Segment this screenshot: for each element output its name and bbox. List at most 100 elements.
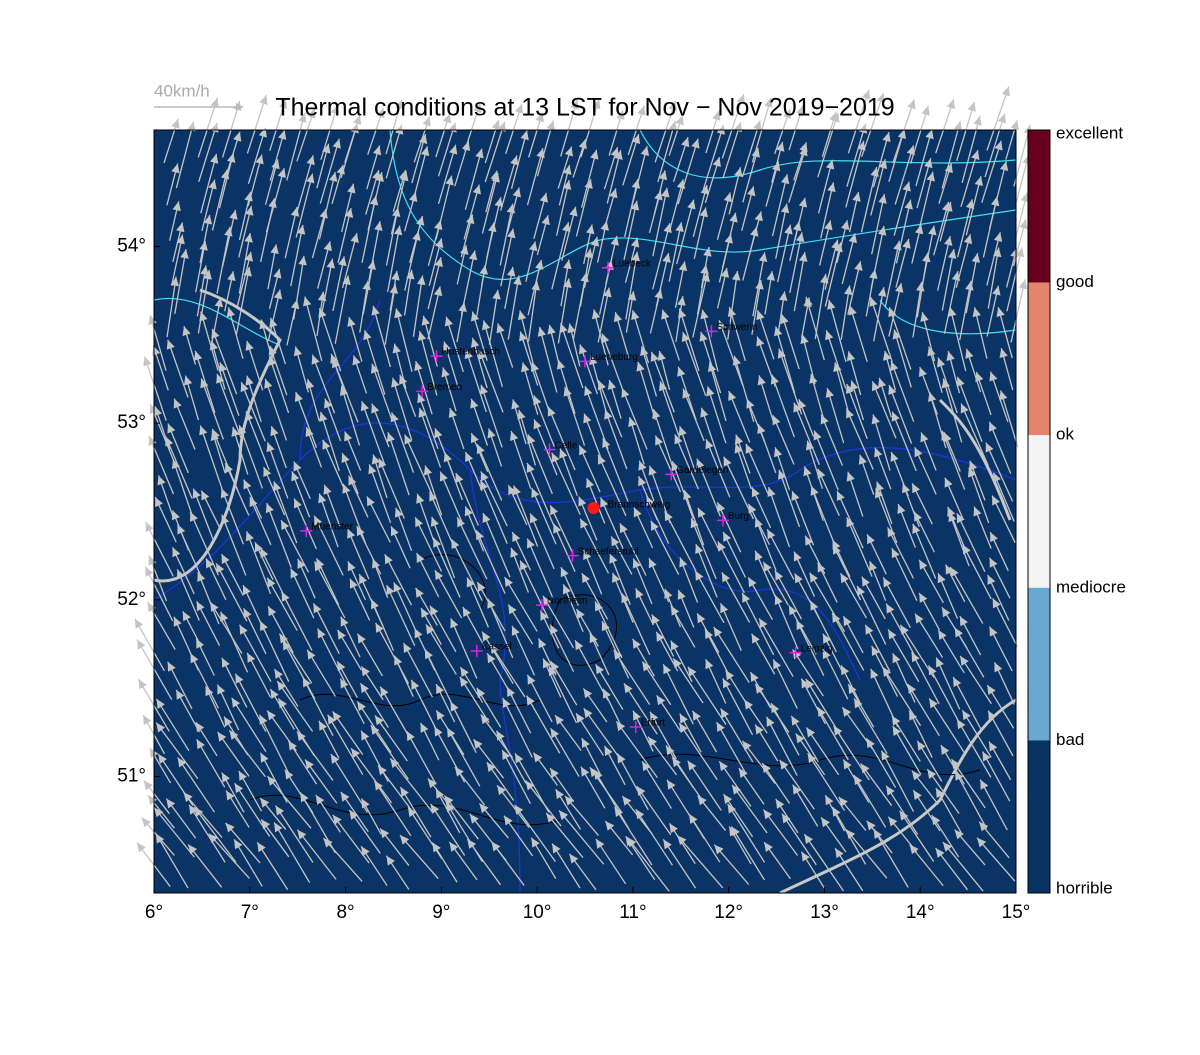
- wind-arrow-head: [154, 807, 164, 818]
- wind-arrow: [149, 314, 167, 371]
- wind-arrow: [427, 286, 441, 340]
- terrain-contour: [249, 554, 981, 826]
- wind-arrow: [820, 182, 835, 239]
- wind-arrow-head: [350, 123, 359, 134]
- wind-arrow-head: [260, 547, 269, 558]
- wind-arrow: [183, 791, 223, 838]
- wind-arrow-head: [663, 223, 672, 233]
- wind-arrow: [982, 196, 998, 258]
- wind-arrow-head: [697, 613, 706, 624]
- wind-arrow-head: [601, 333, 610, 344]
- wind-arrow-head: [669, 823, 678, 834]
- wind-arrow-head: [732, 784, 741, 795]
- wind-arrow-head: [134, 618, 144, 629]
- wind-arrow-head: [473, 102, 482, 113]
- wind-arrow: [774, 570, 803, 620]
- wind-arrow-head: [750, 672, 759, 682]
- wind-arrow-head: [155, 497, 163, 508]
- wind-arrow: [817, 159, 833, 214]
- wind-arrow: [402, 642, 433, 698]
- wind-arrow-head: [517, 409, 526, 420]
- wind-arrow: [853, 698, 888, 755]
- wind-arrow: [942, 841, 984, 892]
- wind-arrow-head: [559, 810, 569, 821]
- wind-arrow-head: [681, 137, 690, 148]
- wind-arrow-head: [767, 487, 776, 498]
- wind-arrow-head: [460, 245, 469, 255]
- wind-arrow: [619, 523, 647, 576]
- wind-arrow: [172, 459, 193, 516]
- wind-arrow-head: [260, 752, 269, 763]
- wind-arrow-head: [221, 514, 230, 525]
- wind-arrow-head: [449, 144, 458, 155]
- wind-arrow: [215, 562, 248, 622]
- wind-arrow-head: [188, 844, 198, 855]
- wind-arrow: [716, 721, 747, 775]
- wind-arrow-head: [465, 451, 473, 462]
- wind-arrow-head: [873, 829, 883, 840]
- wind-arrow-head: [866, 820, 876, 831]
- wind-arrow-head: [478, 349, 487, 360]
- wind-arrow-head: [340, 616, 349, 627]
- wind-arrow-head: [877, 287, 887, 297]
- wind-arrow-head: [470, 398, 479, 409]
- wind-arrow: [368, 464, 392, 524]
- wind-arrow-head: [648, 736, 657, 747]
- wind-arrow-head: [486, 762, 496, 773]
- wind-arrow-head: [589, 633, 598, 644]
- wind-arrow-head: [736, 94, 746, 105]
- wind-arrow-head: [897, 504, 906, 515]
- wind-arrow: [538, 326, 558, 393]
- wind-arrow-head: [621, 593, 630, 604]
- wind-arrow-head: [946, 99, 955, 110]
- wind-arrow-head: [700, 407, 709, 418]
- wind-arrow: [778, 469, 801, 528]
- wind-arrow-head: [1010, 120, 1019, 131]
- wind-arrow: [533, 395, 555, 448]
- wind-arrow-head: [238, 770, 247, 781]
- wind-arrow-head: [965, 280, 974, 291]
- wind-arrow-head: [511, 399, 520, 410]
- wind-arrow: [519, 331, 539, 386]
- wind-arrow: [235, 266, 251, 336]
- wind-arrow-head: [460, 667, 469, 677]
- wind-arrow: [687, 666, 727, 726]
- wind-arrow: [482, 512, 511, 578]
- borders: [153, 299, 1017, 894]
- wind-arrow: [623, 683, 658, 735]
- wind-arrow-head: [416, 493, 425, 504]
- wind-arrow-head: [817, 707, 826, 718]
- wind-arrow: [256, 841, 289, 891]
- wind-arrow-head: [332, 138, 341, 149]
- wind-arrow-head: [180, 249, 189, 259]
- wind-arrow-head: [820, 273, 829, 284]
- wind-arrow-head: [512, 485, 521, 496]
- wind-arrow-head: [244, 251, 253, 262]
- wind-arrow-head: [539, 192, 549, 203]
- wind-arrow-head: [924, 158, 933, 169]
- wind-arrow-head: [363, 330, 372, 341]
- wind-arrow-head: [846, 471, 855, 482]
- wind-arrow-head: [993, 232, 1003, 242]
- wind-arrow-head: [712, 110, 721, 121]
- wind-arrow: [342, 483, 367, 544]
- wind-arrow-head: [220, 611, 229, 622]
- wind-arrow: [912, 523, 937, 579]
- wind-arrow-head: [651, 614, 660, 625]
- wind-arrow-head: [166, 339, 175, 350]
- y-tick-label: 52°: [117, 589, 146, 610]
- wind-arrow-head: [668, 121, 677, 131]
- wind-arrow-head: [658, 170, 668, 181]
- wind-arrow-head: [799, 252, 808, 262]
- city-label: Erfurt: [641, 718, 666, 729]
- wind-arrow-head: [971, 253, 981, 263]
- wind-arrow-head: [992, 247, 1002, 258]
- wind-arrow-head: [394, 308, 403, 319]
- wind-arrow-head: [255, 154, 264, 165]
- wind-arrow-head: [429, 491, 438, 502]
- wind-arrow: [948, 511, 970, 567]
- wind-arrow-head: [245, 411, 254, 422]
- wind-arrow: [745, 443, 769, 495]
- wind-arrow-head: [583, 413, 592, 424]
- wind-arrow: [824, 242, 842, 307]
